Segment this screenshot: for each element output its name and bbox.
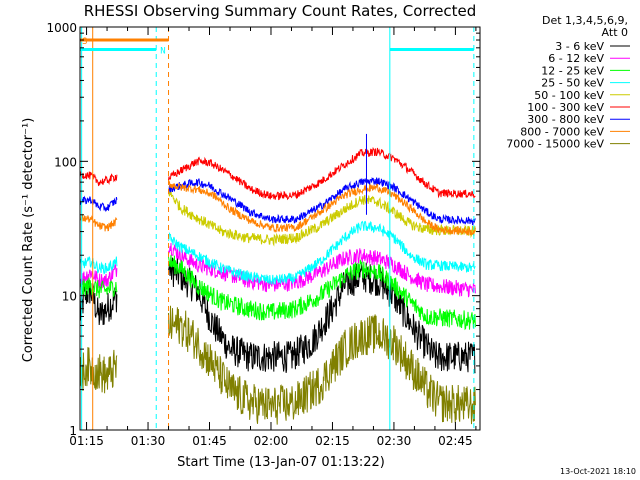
legend-label-5: 100 - 300 keV [527, 101, 604, 114]
legend-label-3: 25 - 50 keV [541, 77, 604, 90]
y-tick-label-1: 10 [62, 290, 77, 304]
y-tick-label-0: 1 [69, 424, 77, 438]
y-tick-label-3: 1000 [46, 21, 77, 35]
legend-label-8: 7000 - 15000 keV [506, 138, 604, 151]
series-trace-7-1 [168, 179, 476, 236]
series-trace-0-0 [79, 278, 118, 326]
series-trace-7-0 [79, 212, 118, 232]
series-trace-5-1 [168, 146, 476, 201]
legend-label-0: 3 - 6 keV [555, 40, 604, 53]
series-trace-6-1 [168, 176, 476, 226]
legend-header: Det 1,3,4,5,6,9,Att 0 [542, 14, 628, 39]
x-tick-label-0: 01:15 [69, 434, 104, 448]
chart-title: RHESSI Observing Summary Count Rates, Co… [84, 2, 477, 20]
legend-label-2: 12 - 25 keV [541, 64, 604, 77]
series-trace-8-1 [168, 305, 476, 425]
series-trace-0-1 [168, 255, 476, 374]
legend-header-line-2: Att 0 [602, 26, 628, 39]
x-tick-label-3: 02:00 [254, 434, 289, 448]
footer-timestamp: 13-Oct-2021 18:10 [560, 467, 636, 476]
x-tick-label-6: 02:45 [438, 434, 473, 448]
legend-header-line-1: Det 1,3,4,5,6,9, [542, 14, 628, 27]
legend-label-7: 800 - 7000 keV [520, 125, 604, 138]
series-trace-6-0 [79, 195, 118, 213]
series-trace-2-0 [79, 277, 118, 299]
series-trace-4-0 [168, 190, 476, 247]
axes-layer: 01:15 01:30 01:45 02:00 02:15 02:30 02:45 1 10 10… [46, 21, 481, 448]
series-trace-2-1 [168, 254, 476, 331]
legend-label-4: 50 - 100 keV [534, 89, 604, 102]
y-axis-label: Corrected Count Rate (s⁻¹ detector⁻¹) [21, 118, 36, 363]
series-trace-3-0 [79, 256, 118, 275]
y-tick-label-2: 100 [54, 155, 77, 169]
legend-label-6: 300 - 800 keV [527, 113, 604, 126]
series-trace-1-1 [168, 242, 476, 298]
x-tick-label-4: 02:15 [315, 434, 350, 448]
x-tick-label-5: 02:30 [377, 434, 412, 448]
legend-label-1: 6 - 12 keV [548, 52, 604, 65]
plot-frame [79, 26, 481, 431]
series-layer [79, 133, 476, 425]
x-axis-label: Start Time (13-Jan-07 01:13:22) [177, 455, 385, 470]
flag-label-s: S [82, 37, 87, 47]
series-trace-3-1 [168, 220, 476, 285]
series-trace-8-0 [79, 347, 118, 394]
x-tick-label-2: 01:45 [192, 434, 227, 448]
flag-label-n: N [160, 46, 165, 56]
flags-layer: SN [80, 27, 475, 430]
x-tick-label-1: 01:30 [131, 434, 166, 448]
series-trace-5-0 [79, 171, 118, 187]
